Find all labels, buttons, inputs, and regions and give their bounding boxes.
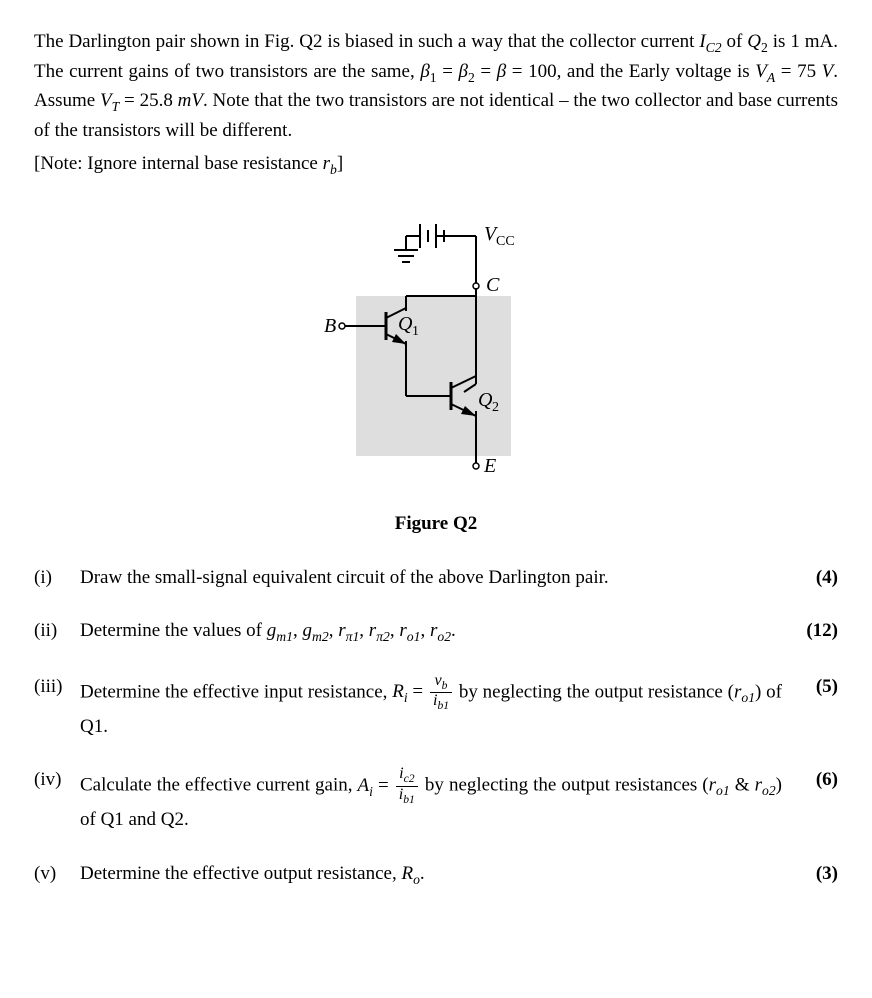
unit-v: V [822,61,834,82]
svg-text:1: 1 [412,324,419,339]
svg-text:B: B [324,315,336,337]
question-iv: (iv) Calculate the effective current gai… [34,766,838,833]
intro-text: = [475,61,497,82]
q-num: (i) [34,564,80,592]
sym: R [401,863,413,884]
mid: by neglecting the output resistance ( [454,681,734,702]
sym: A [358,775,370,796]
svg-text:2: 2 [492,400,499,415]
sym-vt: V [100,90,112,111]
fraction: vbib1 [430,673,452,713]
unit-mv: mV [178,90,203,111]
sym-beta2: β [459,61,468,82]
q-marks: (4) [794,564,838,592]
post: . [451,620,456,641]
intro-paragraph: The Darlington pair shown in Fig. Q2 is … [34,28,838,144]
pre: Determine the effective output resistanc… [80,863,401,884]
q-num: (ii) [34,617,80,645]
circuit-diagram: V CC C B E Q 1 Q 2 [316,206,556,506]
q-marks: (5) [794,673,838,701]
intro-text: = 25.8 [119,90,177,111]
sub: o1 [716,783,730,798]
sym: g [302,620,312,641]
eq: = [408,681,428,702]
sym-q2-sub: 2 [761,40,768,55]
sub: π1 [346,629,360,644]
sym-beta1: β [420,61,429,82]
sub: o1 [741,690,755,705]
q-num: (v) [34,860,80,888]
q-text: Calculate the effective current gain, Ai… [80,766,794,833]
sym: r [755,775,762,796]
svg-text:Q: Q [398,313,413,335]
figure-q2: V CC C B E Q 1 Q 2 Figure Q2 [34,206,838,538]
question-i: (i) Draw the small-signal equivalent cir… [34,564,838,592]
amp: & [730,775,755,796]
intro-text: = 75 [775,61,821,82]
sym: r [399,620,406,641]
svg-text:CC: CC [496,234,515,249]
q-num: (iii) [34,673,80,701]
figure-caption: Figure Q2 [395,510,478,538]
sym-beta: β [497,61,506,82]
q-text: Determine the values of gm1, gm2, rπ1, r… [80,617,794,647]
intro-text: = [437,61,459,82]
sym: R [392,681,404,702]
num-sub: b [442,679,448,692]
sub: π2 [376,629,390,644]
sym-rb: r [323,153,330,174]
sub: o2 [437,629,451,644]
fraction: ic2ib1 [396,766,418,806]
note-text: [Note: Ignore internal base resistance [34,153,323,174]
pre: Determine the values of [80,620,267,641]
post: . [420,863,425,884]
sub: m2 [312,629,329,644]
svg-text:C: C [486,274,500,296]
q-text: Determine the effective input resistance… [80,673,794,740]
q-num: (iv) [34,766,80,794]
sym-ic2-sub: C2 [706,40,722,55]
sub: o2 [762,783,776,798]
intro-text: = 100, and the Early voltage is [506,61,755,82]
sym-beta1-sub: 1 [430,69,437,84]
sym: r [338,620,345,641]
question-v: (v) Determine the effective output resis… [34,860,838,890]
num-sub: c2 [404,772,415,785]
pre: Calculate the effective current gain, [80,775,358,796]
sym-q2: Q [747,31,761,52]
sym: g [267,620,277,641]
sym-va-sub: A [767,69,775,84]
eq: = [373,775,394,796]
question-iii: (iii) Determine the effective input resi… [34,673,838,740]
mid: by neglecting the output resistances ( [420,775,709,796]
pre: Determine the effective input resistance… [80,681,392,702]
sym-rb-sub: b [330,162,337,177]
q-marks: (6) [794,766,838,794]
q-marks: (12) [794,617,838,645]
svg-text:E: E [483,455,496,477]
question-ii: (ii) Determine the values of gm1, gm2, r… [34,617,838,647]
num-sym: v [435,672,442,689]
q-marks: (3) [794,860,838,888]
den-sub: b1 [403,793,415,806]
sym-beta2-sub: 2 [468,69,475,84]
sub: m1 [276,629,293,644]
intro-text: of [722,31,748,52]
note-paragraph: [Note: Ignore internal base resistance r… [34,150,838,180]
intro-text: The Darlington pair shown in Fig. Q2 is … [34,31,699,52]
sym: r [709,775,716,796]
svg-text:Q: Q [478,389,493,411]
q-text: Determine the effective output resistanc… [80,860,794,890]
sub: o [413,871,420,886]
sym-va: V [755,61,767,82]
q-text: Draw the small-signal equivalent circuit… [80,564,794,592]
note-text: ] [337,153,343,174]
den-sub: b1 [437,699,449,712]
sub: o1 [407,629,421,644]
